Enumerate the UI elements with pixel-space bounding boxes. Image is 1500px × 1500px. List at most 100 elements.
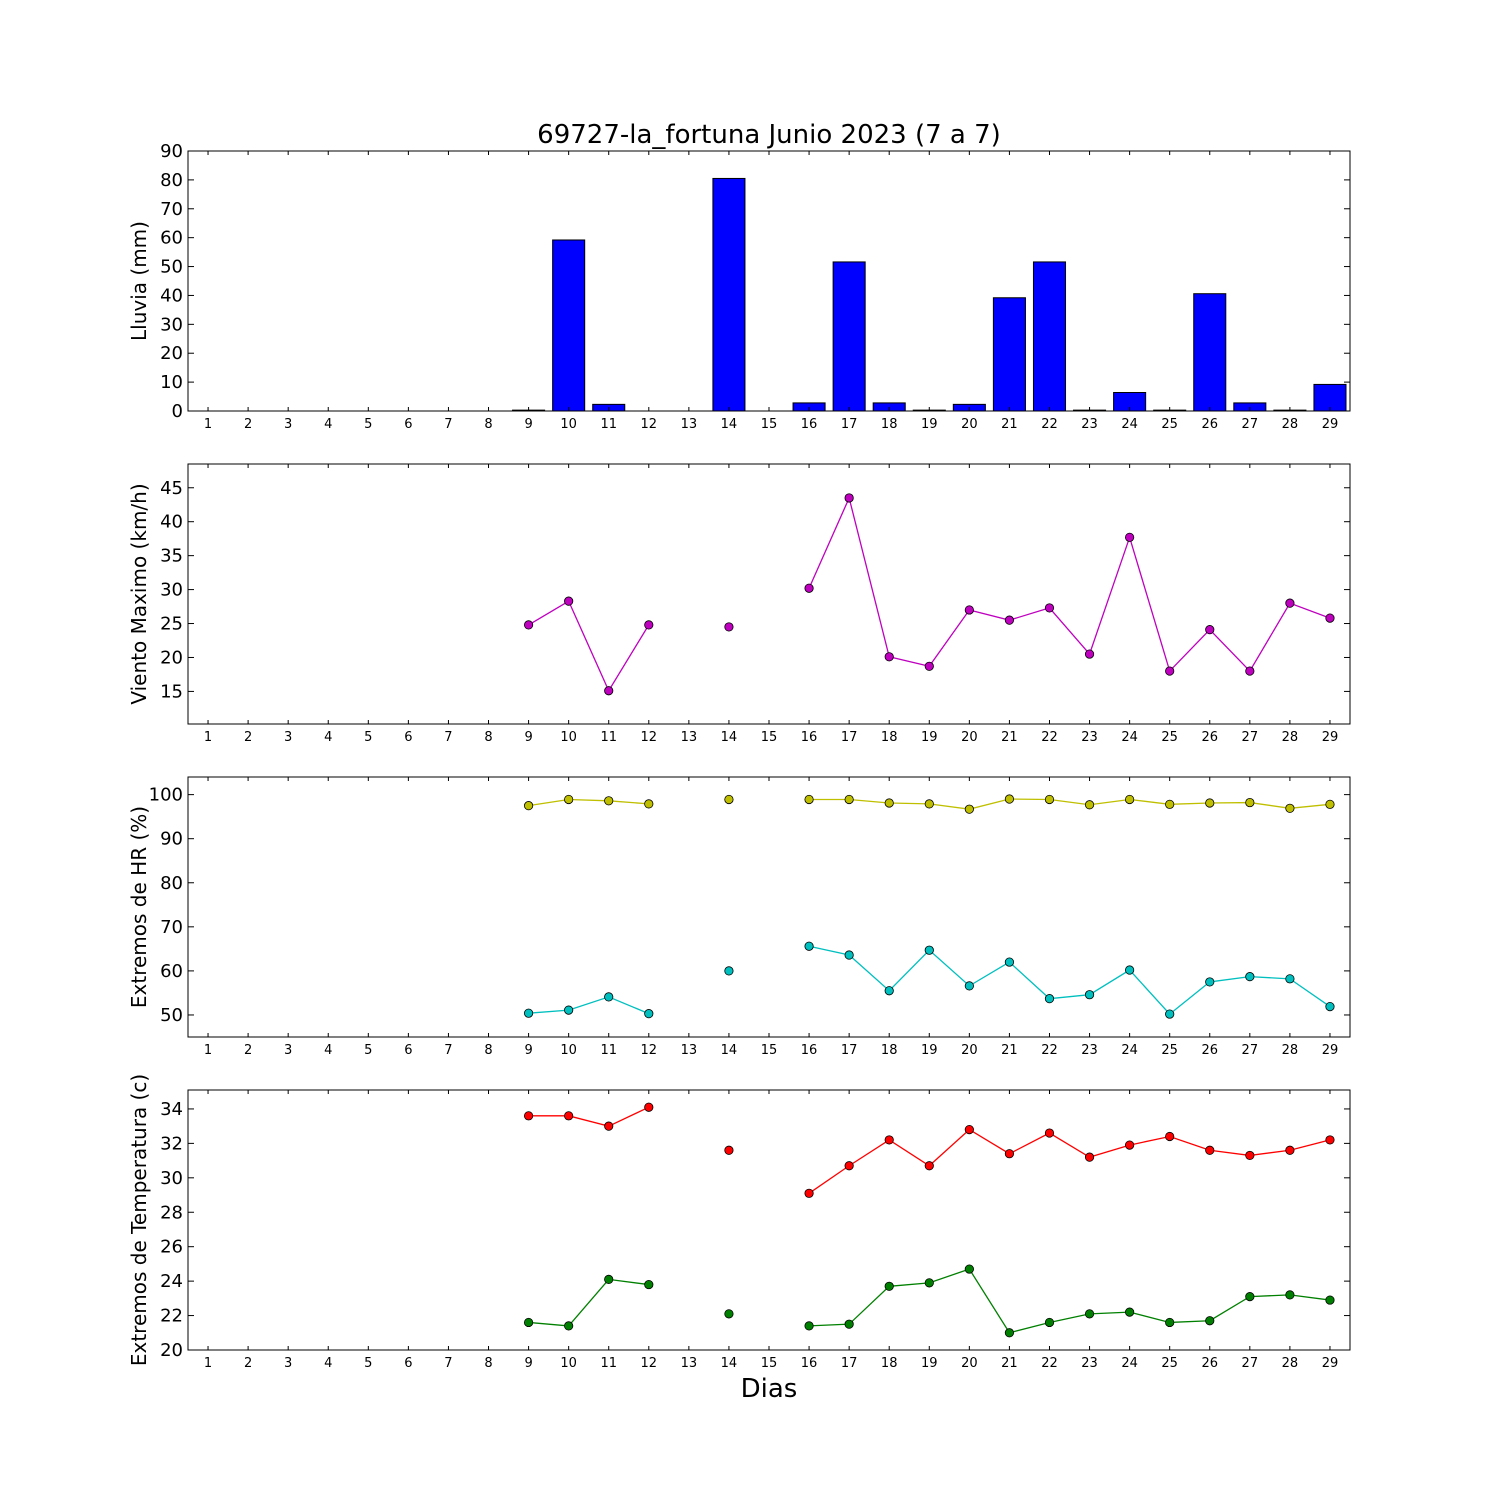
rain-ytick-label: 20 [160, 343, 183, 364]
humidity-series-1-line-0 [528, 996, 650, 1015]
temperature-xtick-label: 8 [484, 1356, 492, 1371]
temperature-series-0-line-2 [808, 1128, 1331, 1194]
temperature-y-axis-label: Extremos de Temperatura (c) [127, 1074, 151, 1366]
rain-y-axis-label: Lluvia (mm) [127, 221, 151, 341]
rain-xtick-label: 24 [1121, 417, 1138, 432]
rain-xtick-label: 16 [801, 417, 818, 432]
rain-ytick-label: 70 [160, 199, 183, 220]
figure-title: 69727-la_fortuna Junio 2023 (7 a 7) [537, 120, 1001, 150]
humidity-xtick-label: 26 [1201, 1043, 1218, 1058]
wind-series-0-point-21 [1004, 615, 1015, 625]
temperature-series-0-point-10 [564, 1111, 574, 1121]
temperature-ytick-label: 22 [160, 1306, 183, 1327]
wind-y-axis-label: Viento Maximo (km/h) [127, 483, 151, 704]
temperature-xtick-label: 24 [1121, 1356, 1138, 1371]
temperature-axes-frame [187, 1089, 1351, 1351]
temperature-xtick-label: 29 [1322, 1356, 1339, 1371]
temperature-xtick-label: 14 [721, 1356, 738, 1371]
temperature-series-0-line-0 [528, 1106, 650, 1127]
humidity-series-0-point-22 [1044, 794, 1055, 805]
rain-xtick-label: 9 [524, 417, 532, 432]
temperature-series-1-point-27 [1245, 1292, 1255, 1302]
wind-xtick-label: 27 [1242, 730, 1259, 745]
humidity-series-0-point-17 [844, 794, 854, 805]
rain-xtick-label: 17 [841, 417, 858, 432]
wind-series-0-line-0 [528, 600, 650, 693]
rain-xtick-label: 4 [324, 417, 332, 432]
temperature-series-1-line-2 [809, 1268, 1331, 1334]
rain-bar-26 [1193, 293, 1227, 412]
humidity-series-1-line-2 [808, 945, 1331, 1015]
humidity-series-1-point-11 [604, 992, 614, 1002]
temperature-xtick-label: 15 [761, 1356, 778, 1371]
rain-bar-22 [1032, 261, 1067, 412]
wind-series-0-point-29 [1325, 613, 1335, 623]
humidity-xtick-label: 23 [1081, 1043, 1098, 1058]
wind-xtick-label: 10 [560, 730, 577, 745]
humidity-xtick-label: 4 [324, 1043, 332, 1058]
wind-xtick-label: 5 [364, 730, 372, 745]
temperature-series-1-point-12 [644, 1279, 654, 1290]
temperature-series-1-point-19 [924, 1278, 934, 1288]
temperature-series-0-point-16 [804, 1188, 814, 1198]
humidity-ytick-label: 50 [160, 1005, 183, 1026]
rain-bar-14 [712, 177, 746, 412]
temperature-xtick-label: 9 [524, 1356, 532, 1371]
temperature-series-1-point-18 [884, 1281, 894, 1291]
temperature-series-0-point-12 [644, 1102, 654, 1112]
rain-ytick-label: 40 [160, 285, 183, 306]
temperature-series-0-point-9 [523, 1111, 534, 1121]
rain-ytick-label: 90 [160, 141, 183, 162]
humidity-ytick-label: 70 [160, 917, 183, 938]
humidity-xtick-label: 6 [404, 1043, 412, 1058]
wind-xtick-label: 24 [1121, 730, 1138, 745]
rain-xtick-label: 1 [204, 417, 212, 432]
wind-xtick-label: 8 [484, 730, 492, 745]
wind-ytick-label: 25 [160, 614, 183, 635]
temperature-xtick-label: 16 [801, 1356, 818, 1371]
humidity-series-1-point-21 [1004, 957, 1015, 967]
wind-xtick-label: 11 [600, 730, 617, 745]
humidity-xtick-label: 21 [1001, 1043, 1018, 1058]
temperature-xtick-label: 18 [881, 1356, 898, 1371]
humidity-series-0-point-10 [564, 794, 574, 805]
humidity-xtick-label: 15 [761, 1043, 778, 1058]
wind-xtick-label: 3 [284, 730, 292, 745]
rain-xtick-label: 26 [1201, 417, 1218, 432]
temperature-series-1-point-9 [523, 1317, 534, 1328]
temperature-series-1-point-16 [804, 1321, 814, 1331]
rain-xtick-label: 8 [484, 417, 492, 432]
temperature-series-1-point-10 [564, 1321, 574, 1331]
humidity-xtick-label: 1 [204, 1043, 212, 1058]
temperature-series-1-point-29 [1325, 1295, 1335, 1305]
wind-series-0-point-12 [644, 620, 654, 630]
humidity-xtick-label: 20 [961, 1043, 978, 1058]
temperature-ytick-label: 28 [160, 1202, 183, 1223]
temperature-xtick-label: 26 [1201, 1356, 1218, 1371]
wind-axes-frame [187, 463, 1351, 725]
humidity-series-1-point-25 [1165, 1009, 1175, 1019]
temperature-xtick-label: 21 [1001, 1356, 1018, 1371]
wind-xtick-label: 28 [1282, 730, 1299, 745]
humidity-ytick-label: 60 [160, 961, 183, 982]
humidity-xtick-label: 8 [484, 1043, 492, 1058]
temperature-series-0-point-23 [1084, 1152, 1095, 1162]
humidity-series-1-point-12 [644, 1009, 654, 1019]
temperature-ytick-label: 30 [160, 1168, 183, 1189]
wind-xtick-label: 13 [681, 730, 698, 745]
rain-xtick-label: 28 [1282, 417, 1299, 432]
temperature-xtick-label: 7 [444, 1356, 452, 1371]
wind-series-0-point-18 [884, 652, 894, 662]
humidity-xtick-label: 14 [721, 1043, 738, 1058]
humidity-series-1-point-9 [523, 1008, 534, 1018]
temperature-xtick-label: 20 [961, 1356, 978, 1371]
wind-xtick-label: 19 [921, 730, 938, 745]
temperature-xtick-label: 11 [600, 1356, 617, 1371]
humidity-series-0-point-16 [804, 794, 814, 805]
humidity-series-0-point-27 [1245, 797, 1255, 808]
